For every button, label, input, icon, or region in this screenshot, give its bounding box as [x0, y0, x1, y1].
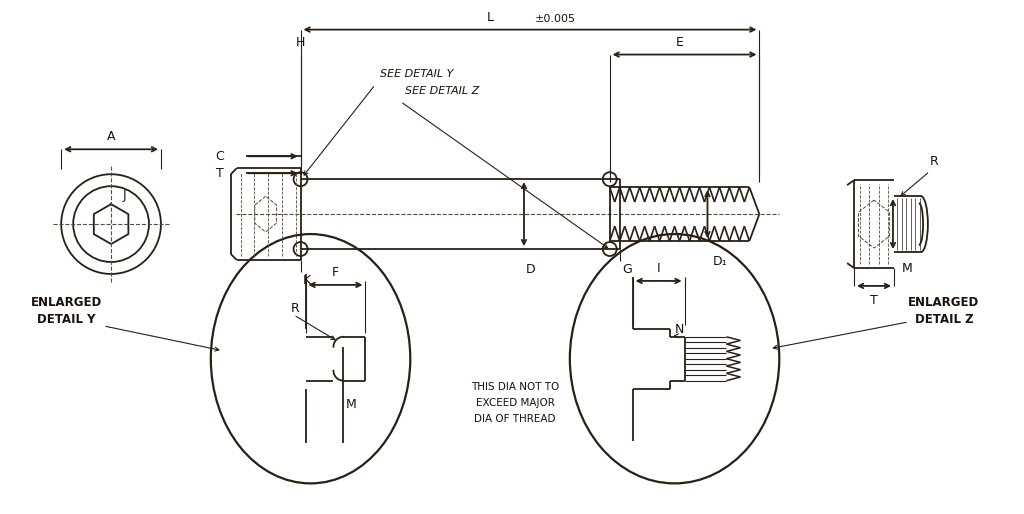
Text: ±0.005: ±0.005: [535, 14, 575, 24]
Text: T: T: [870, 294, 878, 307]
Text: EXCEED MAJOR: EXCEED MAJOR: [475, 398, 554, 408]
Text: SEE DETAIL Z: SEE DETAIL Z: [406, 86, 479, 97]
Text: I: I: [656, 262, 660, 275]
Text: H: H: [296, 35, 305, 48]
Text: ENLARGED: ENLARGED: [908, 296, 979, 309]
Text: R: R: [291, 302, 299, 315]
Text: SEE DETAIL Y: SEE DETAIL Y: [380, 69, 454, 80]
Text: A: A: [106, 131, 116, 143]
Text: L: L: [486, 11, 494, 24]
Text: DETAIL Z: DETAIL Z: [914, 313, 973, 326]
Text: THIS DIA NOT TO: THIS DIA NOT TO: [471, 381, 559, 392]
Text: D₁: D₁: [713, 255, 727, 268]
Text: M: M: [902, 262, 912, 275]
Text: DETAIL Y: DETAIL Y: [37, 313, 95, 326]
Text: K: K: [302, 274, 310, 287]
Text: D: D: [526, 263, 536, 276]
Text: ENLARGED: ENLARGED: [31, 296, 101, 309]
Text: N: N: [675, 323, 684, 336]
Text: G: G: [623, 263, 633, 276]
Text: M: M: [345, 398, 356, 411]
Text: J: J: [123, 189, 127, 202]
Text: F: F: [332, 266, 339, 279]
Text: C: C: [215, 150, 224, 163]
Text: T: T: [216, 167, 224, 180]
Text: R: R: [930, 155, 938, 168]
Text: E: E: [676, 35, 683, 48]
Text: DIA OF THREAD: DIA OF THREAD: [474, 414, 556, 424]
